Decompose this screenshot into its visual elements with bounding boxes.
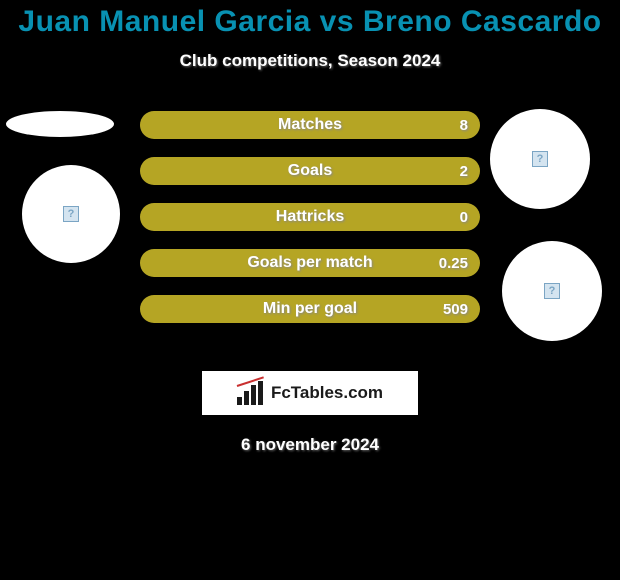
stat-value: 509 (443, 301, 468, 318)
player-avatar-left: ? (22, 165, 120, 263)
subtitle: Club competitions, Season 2024 (0, 51, 620, 71)
content-area: ? ? ? Matches 8 Goals 2 Hattricks 0 Goal… (0, 101, 620, 361)
chart-icon (237, 381, 265, 405)
stat-label: Goals per match (247, 254, 372, 272)
stat-label: Min per goal (263, 300, 357, 318)
stat-value: 0.25 (439, 255, 468, 272)
stat-value: 0 (460, 209, 468, 226)
player-avatar-right-2: ? (502, 241, 602, 341)
main-container: Juan Manuel Garcia vs Breno Cascardo Clu… (0, 0, 620, 455)
stat-bar-goals: Goals 2 (140, 157, 480, 185)
stat-bar-hattricks: Hattricks 0 (140, 203, 480, 231)
placeholder-icon: ? (532, 151, 548, 167)
date-text: 6 november 2024 (0, 435, 620, 455)
placeholder-icon: ? (544, 283, 560, 299)
placeholder-icon: ? (63, 206, 79, 222)
logo-box: FcTables.com (202, 371, 418, 415)
page-title: Juan Manuel Garcia vs Breno Cascardo (0, 5, 620, 39)
stat-bar-min-per-goal: Min per goal 509 (140, 295, 480, 323)
stat-bar-matches: Matches 8 (140, 111, 480, 139)
stat-label: Goals (288, 162, 332, 180)
stat-value: 2 (460, 163, 468, 180)
logo-text: FcTables.com (271, 383, 383, 403)
decorative-ellipse (6, 111, 114, 137)
stat-bar-goals-per-match: Goals per match 0.25 (140, 249, 480, 277)
stat-label: Matches (278, 116, 342, 134)
stat-label: Hattricks (276, 208, 344, 226)
stats-bars-container: Matches 8 Goals 2 Hattricks 0 Goals per … (140, 111, 480, 341)
player-avatar-right-1: ? (490, 109, 590, 209)
stat-value: 8 (460, 117, 468, 134)
